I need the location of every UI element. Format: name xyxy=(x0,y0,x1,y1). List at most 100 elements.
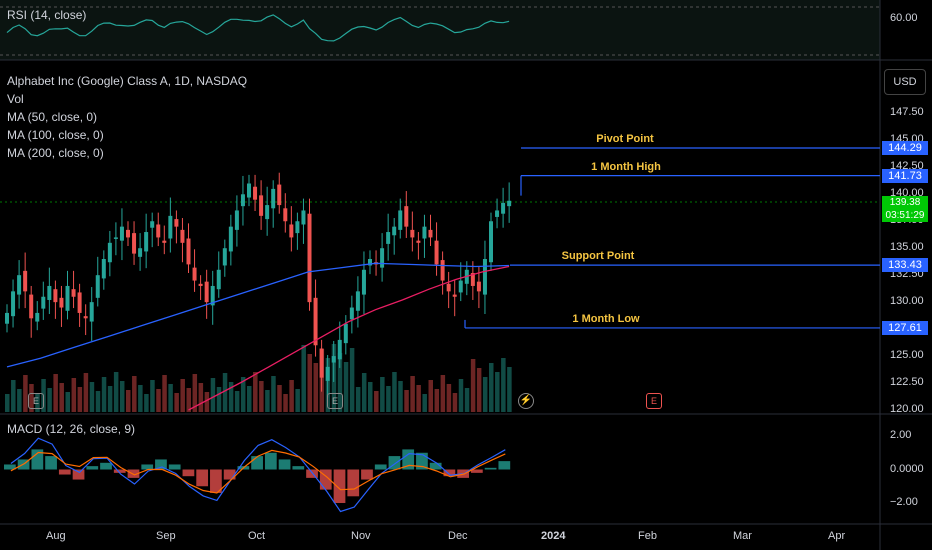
volume-bar xyxy=(138,385,143,412)
candle-body xyxy=(119,226,124,241)
currency-button[interactable]: USD xyxy=(884,69,926,95)
candle-body xyxy=(253,186,258,200)
earnings-icon[interactable]: E xyxy=(327,393,343,409)
volume-bar xyxy=(156,389,161,412)
x-axis-label: Feb xyxy=(638,530,657,542)
volume-bar xyxy=(77,387,83,412)
candle-body xyxy=(295,221,300,234)
volume-bar xyxy=(458,379,464,412)
candle-body xyxy=(495,210,500,217)
macd-histogram-bar xyxy=(333,469,346,503)
level-badge: 144.29 xyxy=(882,141,928,155)
candle-body xyxy=(95,275,100,298)
candle-body xyxy=(452,294,457,297)
macd-histogram-bar xyxy=(58,469,71,475)
x-axis-label: Dec xyxy=(448,530,468,542)
volume-bar xyxy=(452,393,458,412)
legend-ma200: MA (200, close, 0) xyxy=(7,146,104,160)
candle-body xyxy=(174,219,179,227)
level-label: 1 Month High xyxy=(591,160,661,173)
volume-bar xyxy=(65,392,70,412)
macd-histogram-bar xyxy=(388,456,401,470)
lightning-icon[interactable]: ⚡ xyxy=(518,393,534,409)
volume-bar xyxy=(11,380,16,412)
macd-histogram-bar xyxy=(45,456,57,470)
volume-bar xyxy=(434,389,440,412)
level-label: 1 Month Low xyxy=(572,312,640,325)
candle-body xyxy=(41,296,46,309)
volume-bar xyxy=(126,390,131,412)
x-axis-label: Oct xyxy=(248,530,266,542)
volume-bar xyxy=(234,391,240,412)
volume-bar xyxy=(228,382,234,412)
candle-body xyxy=(83,316,88,319)
candle-body xyxy=(386,232,391,244)
candle-body xyxy=(59,297,64,308)
macd-histogram-bar xyxy=(155,459,167,470)
rsi-pane xyxy=(0,0,880,60)
volume-bar xyxy=(380,377,385,412)
volume-bar xyxy=(53,374,58,412)
volume-bar xyxy=(470,359,476,412)
candle-body xyxy=(53,289,58,303)
countdown-value: 03:51:29 xyxy=(885,210,925,221)
candle-body xyxy=(283,208,288,222)
candle-body xyxy=(247,183,251,198)
volume-bar xyxy=(464,388,470,412)
macd-signal-line xyxy=(10,449,506,494)
volume-bar xyxy=(150,380,155,412)
earnings-icon[interactable]: E xyxy=(28,393,44,409)
candle-body xyxy=(422,226,427,239)
candle-body xyxy=(216,269,221,290)
candle-body xyxy=(107,242,112,263)
candle-body xyxy=(228,226,233,252)
macd-histogram-bar xyxy=(264,452,277,470)
rsi-title: RSI (14, close) xyxy=(7,8,87,22)
x-axis-label: Apr xyxy=(828,530,846,542)
volume-bar xyxy=(144,394,149,412)
level-label: Support Point xyxy=(561,250,635,263)
candle-body xyxy=(126,229,130,238)
volume-bar xyxy=(277,385,282,412)
candle-body xyxy=(410,229,415,238)
volume-bar xyxy=(180,379,185,412)
level-badge: 127.61 xyxy=(882,320,928,335)
candle-body xyxy=(489,221,493,263)
candle-body xyxy=(307,213,312,303)
macd-tick-label: −2.00 xyxy=(890,496,918,508)
candle-body xyxy=(501,202,506,214)
macd-histogram-bar xyxy=(100,462,112,470)
candle-body xyxy=(138,248,143,257)
volume-bar xyxy=(216,387,222,412)
volume-bar xyxy=(89,382,95,412)
candle-body xyxy=(192,267,197,281)
macd-histogram-bar xyxy=(429,462,442,470)
macd-histogram-bar xyxy=(4,464,16,470)
volume-bar xyxy=(198,383,204,412)
candle-body xyxy=(23,270,28,292)
volume-bar xyxy=(495,372,500,412)
volume-bar xyxy=(343,362,349,412)
x-axis-label: 2024 xyxy=(541,530,566,542)
macd-title: MACD (12, 26, close, 9) xyxy=(7,422,136,436)
macd-histogram-bar xyxy=(210,469,222,493)
volume-bar xyxy=(113,372,119,412)
macd-histogram-bar xyxy=(223,469,236,480)
level-label: Pivot Point xyxy=(596,133,654,145)
legend-ma100: MA (100, close, 0) xyxy=(7,128,104,142)
price-tick-label: 122.50 xyxy=(890,376,924,389)
candle-body xyxy=(392,226,397,236)
candle-body xyxy=(313,297,318,346)
candle-body xyxy=(277,184,282,206)
candle-body xyxy=(65,285,70,311)
volume-bar xyxy=(29,384,34,412)
candle-body xyxy=(259,195,264,216)
volume-bar xyxy=(404,390,409,412)
macd-histogram-bar xyxy=(72,469,85,480)
volume-bar xyxy=(295,389,300,412)
volume-bar xyxy=(489,363,494,412)
volume-bar xyxy=(482,377,488,412)
volume-bar xyxy=(398,381,403,412)
earnings-icon-upcoming[interactable]: E xyxy=(646,393,662,409)
